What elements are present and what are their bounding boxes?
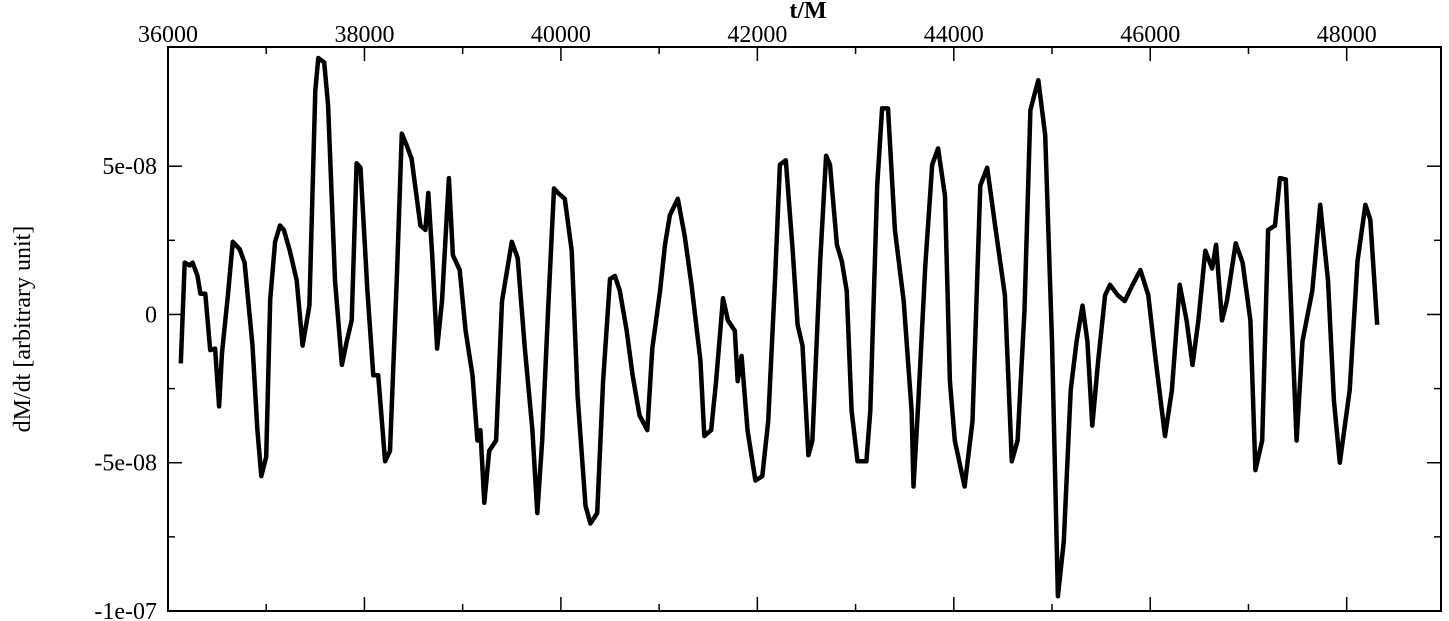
y-axis-label: dM/dt [arbitrary unit] <box>10 226 36 433</box>
x-tick-label: 48000 <box>1317 22 1377 48</box>
x-tick-label: 42000 <box>727 22 787 48</box>
x-tick-label: 40000 <box>531 22 591 48</box>
x-tick-label: 38000 <box>334 22 394 48</box>
x-axis-label: t/M <box>789 0 826 24</box>
y-tick-label: 5e-08 <box>102 154 157 180</box>
x-tick-label: 44000 <box>924 22 984 48</box>
y-tick-label: -1e-07 <box>94 599 157 621</box>
y-tick-label: 0 <box>145 302 157 328</box>
x-tick-label: 36000 <box>138 22 198 48</box>
x-tick-label: 46000 <box>1120 22 1180 48</box>
y-tick-label: -5e-08 <box>94 451 157 477</box>
